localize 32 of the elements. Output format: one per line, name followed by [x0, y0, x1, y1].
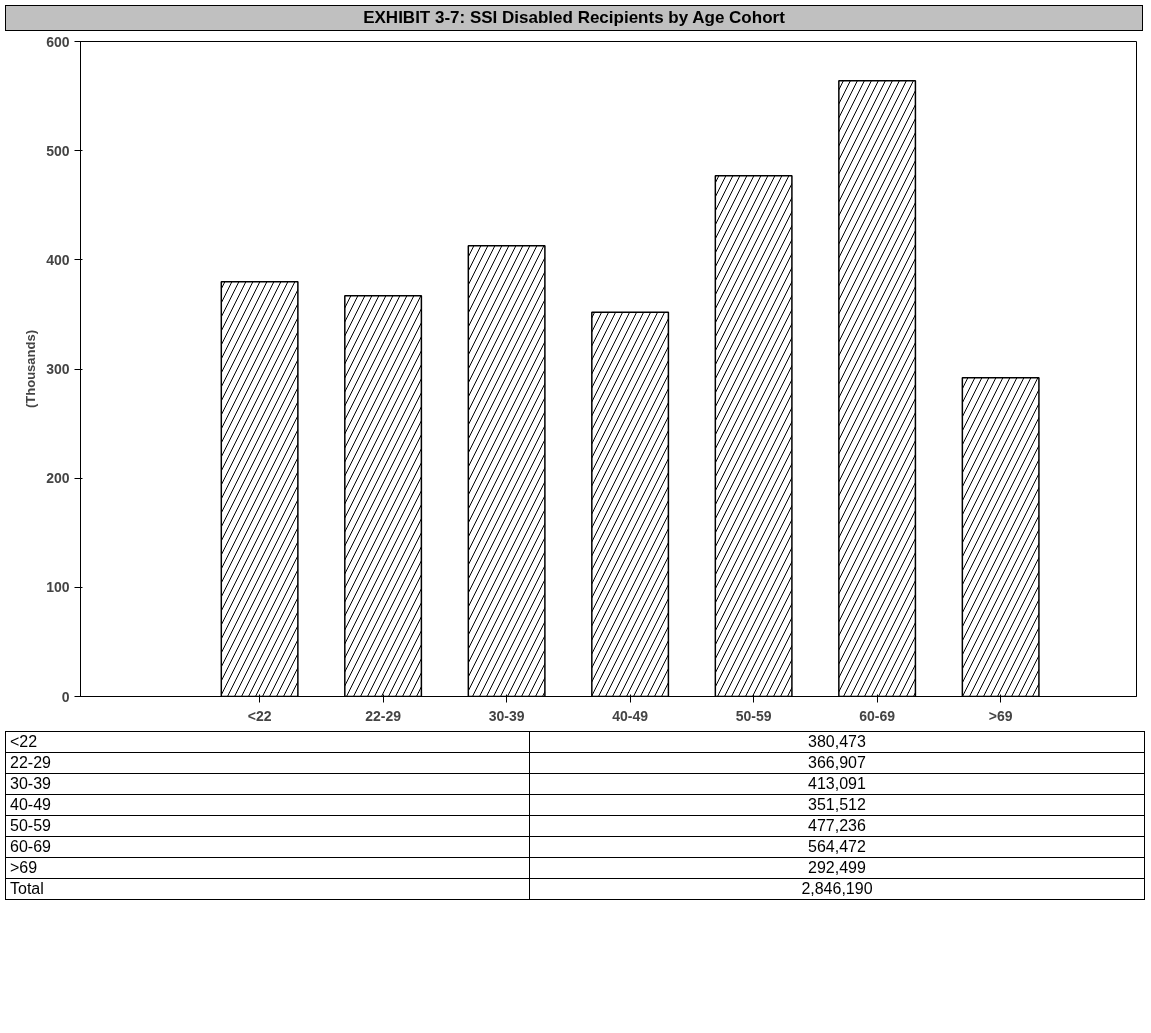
text: 60-69 [5, 836, 530, 858]
y-tick-label: 100 [46, 579, 70, 596]
text: 40-49 [5, 794, 530, 816]
text: >69 [5, 857, 530, 879]
y-tick-label: 200 [46, 470, 70, 487]
x-tick-label: >69 [988, 707, 1013, 724]
chart-title: EXHIBIT 3-7: SSI Disabled Recipients by Age Cohort [5, 5, 1143, 31]
y-tick-label: 300 [46, 361, 70, 377]
y-axis-title: (Thousands) [23, 330, 39, 408]
y-tick-label: 600 [46, 33, 70, 50]
x-tick-label: 60-69 [859, 707, 896, 724]
text: 380,473 [529, 731, 1145, 753]
text: 292,499 [529, 857, 1145, 879]
text: 2,846,190 [529, 878, 1145, 900]
x-tick-label: 22-29 [365, 707, 402, 724]
text: 351,512 [529, 794, 1145, 816]
y-tick-label: 0 [61, 688, 70, 705]
y-tick-label: 500 [46, 142, 70, 159]
text: 22-29 [5, 752, 530, 774]
y-tick-label: 400 [46, 251, 70, 268]
text: 477,236 [529, 815, 1145, 837]
text: 50-59 [5, 815, 530, 837]
text: 413,091 [529, 773, 1145, 795]
x-tick-label: <22 [247, 707, 272, 724]
x-tick-label: 50-59 [735, 707, 772, 724]
x-tick-label: 40-49 [612, 707, 649, 724]
text: Total [5, 878, 530, 900]
text: 564,472 [529, 836, 1145, 858]
text: <22 [5, 731, 530, 753]
text: 366,907 [529, 752, 1145, 774]
text: 30-39 [5, 773, 530, 795]
x-tick-label: 30-39 [488, 707, 525, 724]
